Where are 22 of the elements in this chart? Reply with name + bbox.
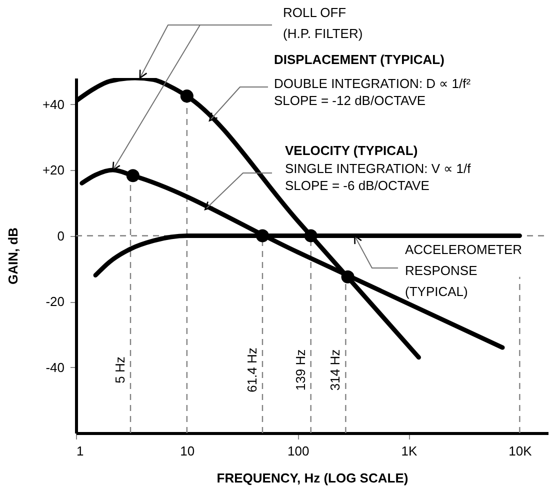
annotation: ACCELEROMETER RESPONSE (TYPICAL): [405, 242, 522, 299]
x-tick-label: 10: [180, 444, 195, 458]
annotation: DOUBLE INTEGRATION: D ∝ 1/f² SLOPE = -12 dB/OCTAVE: [274, 76, 472, 108]
ref-line-label: 314 Hz: [328, 349, 343, 391]
x-tick-label: 10K: [508, 444, 532, 458]
annotation: SINGLE INTEGRATION: V ∝ 1/f SLOPE = -6 dB/OCTAVE: [285, 161, 472, 193]
x-tick-label: 100: [287, 444, 310, 458]
y-tick-label: +40: [42, 96, 64, 112]
y-tick-label: 0: [57, 228, 64, 244]
ref-line-label: 139 Hz: [292, 349, 308, 391]
x-axis-title: FREQUENCY, Hz (LOG SCALE): [216, 470, 408, 486]
annotation: VELOCITY (TYPICAL): [285, 143, 418, 158]
y-axis-title: GAIN, dB: [5, 227, 20, 285]
x-tick-label: 1K: [401, 444, 418, 458]
y-tick-label: -20: [46, 294, 64, 310]
ref-line-label: 61.4 Hz: [244, 348, 260, 392]
y-tick-label: +20: [42, 162, 64, 178]
x-tick-label: 1: [76, 444, 84, 458]
annotation: ROLL OFF (H.P. FILTER): [283, 5, 363, 41]
y-tick-label: -40: [46, 360, 64, 375]
text: DISPLACEMENT (TYPICAL): [274, 52, 444, 67]
ref-line-label: 5 Hz: [112, 356, 128, 384]
